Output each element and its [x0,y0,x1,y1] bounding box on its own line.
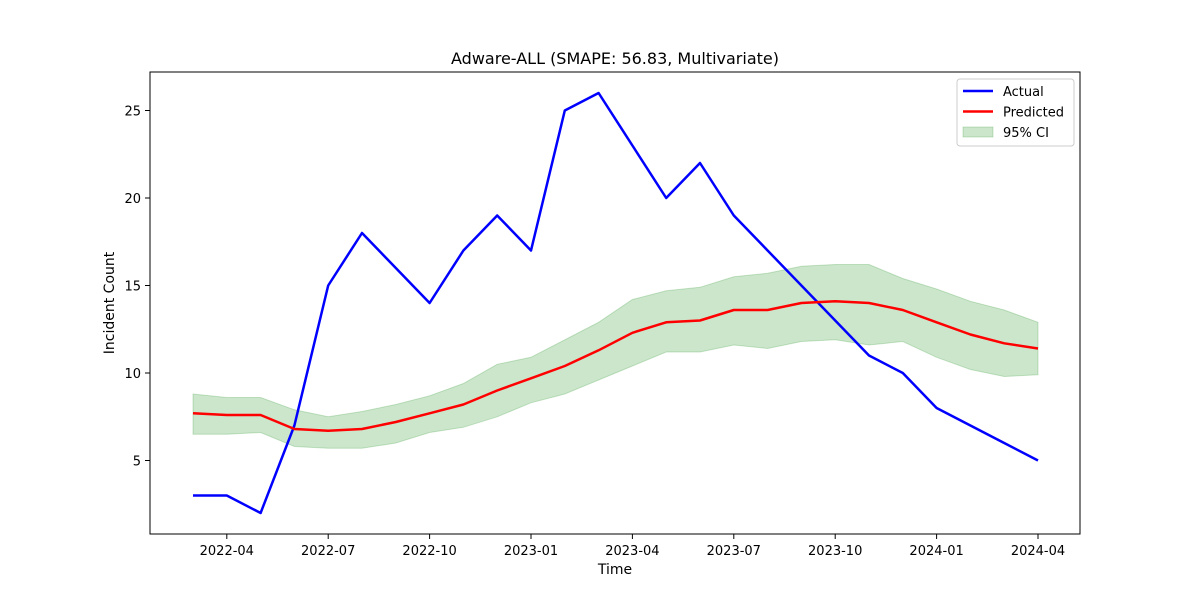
x-tick-label: 2022-10 [402,544,456,559]
predicted-line [192,300,1039,433]
legend-swatch-ci [962,126,994,138]
x-tick-label: 2023-04 [605,544,659,559]
x-tick-label: 2023-07 [707,544,761,559]
x-axis-label: Time [597,562,632,578]
y-axis-label: Incident Count [102,251,118,354]
legend-label-actual: Actual [1003,85,1044,100]
x-tick-label: 2023-10 [808,544,862,559]
x-tick-label: 2024-01 [909,544,963,559]
y-tick-label: 10 [124,367,141,382]
x-tick-label: 2022-04 [200,544,254,559]
series-layer [192,91,1039,515]
legend: Actual Predicted 95% CI [956,78,1075,147]
legend-label-95-ci: 95% CI [1003,126,1049,141]
y-tick-label: 25 [124,105,141,120]
chart-title: Adware-ALL (SMAPE: 56.83, Multivariate) [451,49,779,68]
x-tick-label: 2022-07 [301,544,355,559]
x-tick-label: 2023-01 [504,544,558,559]
plot-frame [149,71,1081,535]
x-tick-label: 2024-04 [1011,544,1065,559]
y-tick-label: 5 [133,455,141,470]
plot-area [149,71,1081,535]
ci-band [192,264,1039,449]
y-tick-label: 20 [124,192,141,207]
legend-box [956,78,1075,147]
y-tick-label: 15 [124,280,141,295]
confidence-band-layer [192,264,1039,449]
actual-line [193,91,1039,515]
y-axis: 5 10 15 20 25 [124,105,150,470]
legend-label-predicted: Predicted [1003,106,1064,121]
x-axis: 2022-04 2022-07 2022-10 2023-01 2023-04 2023-… [200,534,1065,559]
